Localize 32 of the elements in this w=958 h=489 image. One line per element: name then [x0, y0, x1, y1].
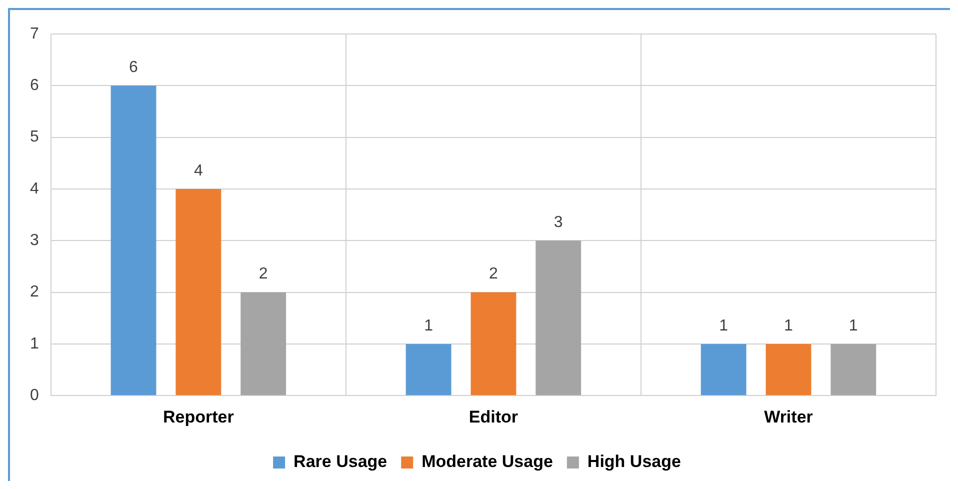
data-label: 1 — [848, 317, 858, 334]
legend-label: High Usage — [587, 452, 681, 472]
data-label: 1 — [424, 317, 434, 334]
y-tick-label: 3 — [30, 232, 39, 250]
bar — [830, 344, 876, 396]
bar — [176, 188, 222, 396]
y-tick-label: 4 — [30, 180, 39, 198]
x-tick-label: Editor — [468, 407, 518, 426]
y-tick-label: 5 — [30, 128, 39, 146]
data-label: 4 — [194, 162, 203, 180]
y-tick-label: 0 — [30, 387, 39, 404]
data-label: 1 — [719, 317, 728, 334]
bar — [766, 344, 812, 396]
bar — [110, 86, 156, 396]
x-tick-label: Writer — [764, 407, 814, 426]
y-tick-label: 7 — [30, 25, 39, 42]
data-label: 1 — [784, 317, 794, 334]
legend-label: Rare Usage — [294, 452, 388, 472]
bar — [406, 344, 452, 396]
bar — [470, 292, 516, 396]
legend-label: Moderate Usage — [422, 452, 553, 472]
bar — [700, 344, 746, 396]
y-tick-label: 6 — [30, 77, 39, 94]
bar — [536, 240, 582, 396]
data-label: 2 — [488, 266, 498, 283]
y-tick-label: 2 — [30, 284, 39, 301]
data-label: 6 — [129, 59, 138, 76]
y-tick-label: 1 — [30, 335, 39, 352]
bar — [240, 292, 286, 396]
data-label: 2 — [258, 266, 268, 283]
data-label: 3 — [554, 214, 563, 232]
x-tick-label: Reporter — [162, 407, 234, 426]
